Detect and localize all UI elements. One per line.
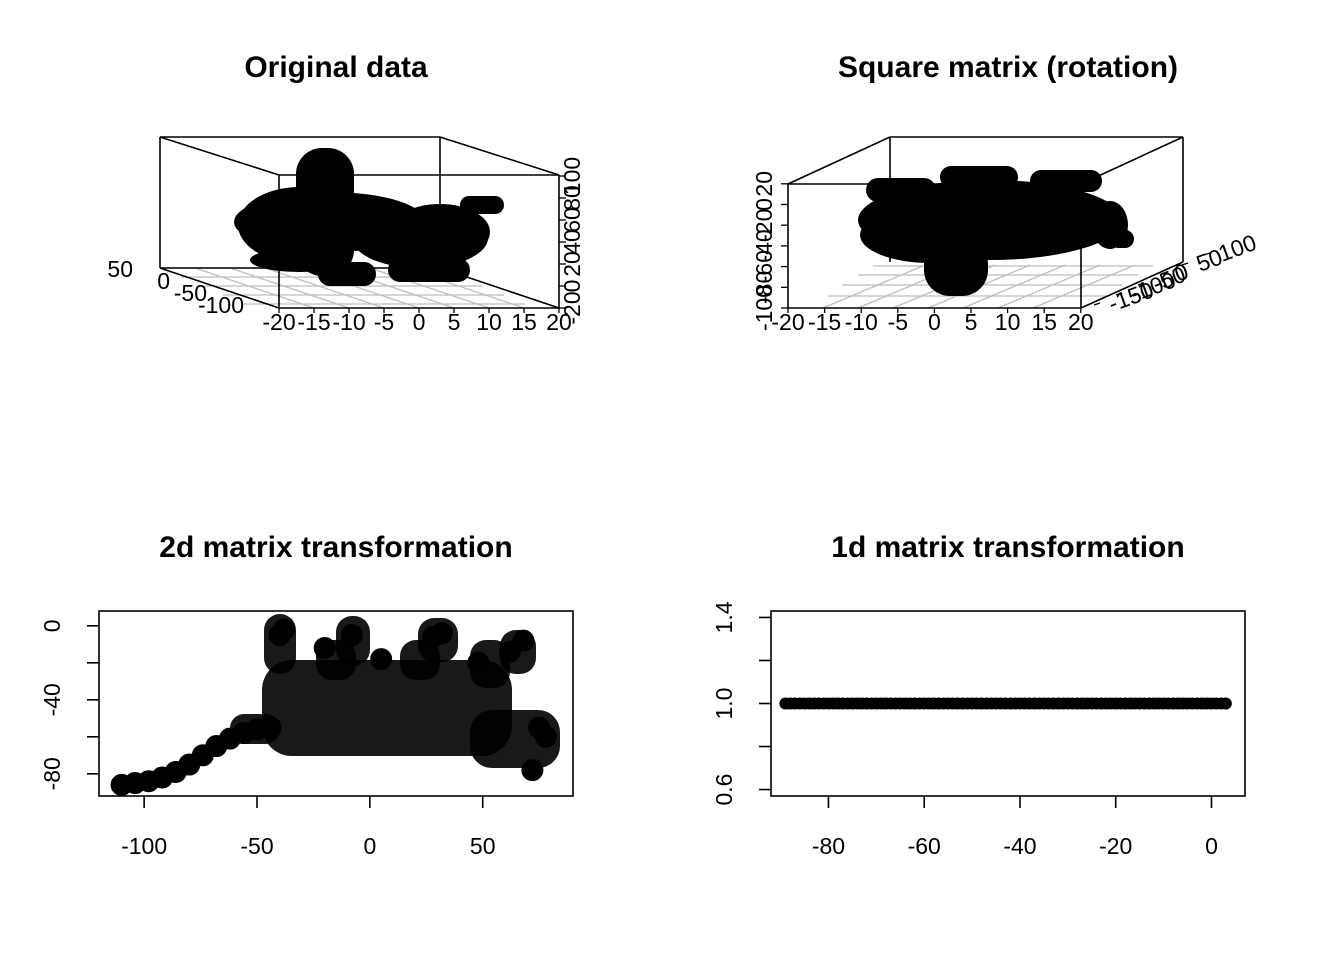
panel1-title: Original data bbox=[244, 51, 428, 84]
panel2-floor-grid bbox=[822, 264, 1153, 309]
panel3-point bbox=[370, 648, 393, 671]
panel3-point bbox=[259, 716, 282, 739]
panel3-x-ticks: -100 -50 0 50 bbox=[121, 796, 496, 859]
panel4-y-ticks: 0.6 1.0 1.4 bbox=[711, 601, 771, 806]
panel1-y-tick-label: 0 bbox=[157, 268, 170, 294]
panel3-x-tick-label: -50 bbox=[240, 833, 273, 859]
panel4-y-tick-label: 1.4 bbox=[711, 601, 737, 633]
panel1-x-tick-label: -5 bbox=[374, 309, 394, 335]
panel3-title: 2d matrix transformation bbox=[159, 531, 512, 564]
panel1-point-cloud bbox=[234, 148, 504, 286]
panel1-y-ticks: -100-500 50 bbox=[107, 256, 244, 318]
panel4-x-tick-label: -40 bbox=[1003, 833, 1036, 859]
panel1-x-tick-label: 15 bbox=[511, 309, 537, 335]
panel4-title: 1d matrix transformation bbox=[831, 531, 1184, 564]
panel2-title: Square matrix (rotation) bbox=[838, 51, 1178, 84]
panel1-x-tick-label: -20 bbox=[262, 309, 295, 335]
panel2-z-tick-label: -80 bbox=[751, 271, 777, 304]
panel-1d-transformation: 1d matrix transformation -80 -60 -40 -20 0 0… bbox=[711, 531, 1246, 859]
panel2-x-tick-label: 5 bbox=[965, 309, 978, 335]
panel1-x-ticks: -20 -15 -10 -5 0 5 10 15 20 bbox=[262, 308, 572, 335]
panel3-point bbox=[467, 651, 490, 674]
panel1-x-tick-label: 5 bbox=[448, 309, 461, 335]
panel1-z-tick-label: 40 bbox=[559, 229, 585, 255]
panel4-y-tick-label: 1.0 bbox=[711, 688, 737, 720]
panel3-point bbox=[512, 629, 535, 652]
panel3-point bbox=[273, 618, 296, 641]
panel-square-matrix: Square matrix (rotation) bbox=[751, 51, 1260, 335]
panel3-y-tick-label: -80 bbox=[39, 757, 65, 790]
panel1-x-tick-label: 0 bbox=[413, 309, 426, 335]
panel2-x-tick-label: -20 bbox=[771, 309, 804, 335]
panel1-z-tick-label: 100 bbox=[559, 157, 585, 195]
panel3-x-tick-label: -100 bbox=[121, 833, 167, 859]
panel2-y-tick-mark bbox=[1203, 252, 1211, 256]
panel3-x-tick-label: 0 bbox=[363, 833, 376, 859]
panel3-point bbox=[521, 759, 544, 782]
panel1-z-tick-label: 20 bbox=[559, 251, 585, 277]
panel3-point bbox=[313, 637, 336, 659]
panel2-x-tick-label: 20 bbox=[1068, 309, 1094, 335]
panel3-point bbox=[431, 622, 454, 645]
panel3-y-tick-label: 0 bbox=[39, 619, 65, 632]
panel2-z-tick-label: -20 bbox=[751, 209, 777, 242]
panel3-points bbox=[110, 618, 557, 796]
panel2-y-tick-mark bbox=[1159, 272, 1167, 276]
panel2-x-tick-label: 15 bbox=[1031, 309, 1057, 335]
panel2-y-tick-label: 100 bbox=[1215, 229, 1260, 267]
panel1-z-tick-label: 0 bbox=[559, 280, 585, 293]
panel1-x-tick-label: 20 bbox=[546, 309, 572, 335]
panel1-x-tick-label: 10 bbox=[476, 309, 502, 335]
panel4-x-tick-label: -80 bbox=[812, 833, 845, 859]
panel3-point bbox=[340, 624, 363, 647]
panel3-x-tick-label: 50 bbox=[470, 833, 496, 859]
panel2-x-tick-label: -10 bbox=[845, 309, 878, 335]
panel3-plot-frame bbox=[98, 610, 574, 797]
panel4-x-tick-label: -60 bbox=[908, 833, 941, 859]
panel2-point-cloud bbox=[858, 166, 1134, 296]
panel2-z-tick-label: -100 bbox=[751, 285, 777, 331]
panel1-y-tick-label: -100 bbox=[198, 292, 244, 318]
panel1-y-tick-label: -50 bbox=[174, 280, 207, 306]
panel1-z-tick-label: 80 bbox=[559, 185, 585, 211]
panel2-z-tick-label: 20 bbox=[751, 171, 777, 197]
panel4-x-tick-label: -20 bbox=[1099, 833, 1132, 859]
panel-original-data: Original data bbox=[107, 51, 585, 335]
panel2-z-tick-label: -40 bbox=[751, 229, 777, 262]
panel1-y-tick-label: 50 bbox=[107, 256, 133, 282]
panel4-point bbox=[1219, 697, 1232, 710]
panel2-y-tick-mark bbox=[1181, 262, 1189, 266]
panel2-x-ticks: -20 -15 -10 -5 0 5 10 15 20 bbox=[771, 308, 1094, 335]
panel2-x-tick-label: 0 bbox=[928, 309, 941, 335]
panel2-x-tick-label: -5 bbox=[888, 309, 908, 335]
panel1-z-tick-label: 60 bbox=[559, 207, 585, 233]
panel4-points bbox=[779, 697, 1232, 710]
panel3-y-tick-label: -40 bbox=[39, 683, 65, 716]
panel2-z-tick-label: -60 bbox=[751, 250, 777, 283]
panel4-y-tick-label: 0.6 bbox=[711, 774, 737, 806]
panel3-y-ticks: 0 -40 -80 bbox=[39, 619, 99, 790]
panel1-z-tick-label: -20 bbox=[559, 291, 585, 324]
panel1-x-tick-label: -10 bbox=[332, 309, 365, 335]
panel2-y-tick-mark bbox=[1115, 292, 1123, 296]
panel2-z-tick-label: 0 bbox=[751, 198, 777, 211]
panel3-point bbox=[534, 725, 557, 748]
panel2-y-tick-mark bbox=[1137, 282, 1145, 286]
panel2-y-tick-mark bbox=[1093, 302, 1101, 306]
panel2-x-tick-label: 10 bbox=[995, 309, 1021, 335]
panel2-x-tick-label: -15 bbox=[808, 309, 841, 335]
panel4-x-tick-label: 0 bbox=[1205, 833, 1218, 859]
panel1-x-tick-label: -15 bbox=[297, 309, 330, 335]
panel-2d-transformation: 2d matrix transformation -100 -50 0 50 0 -40… bbox=[39, 531, 574, 859]
panel4-x-ticks: -80 -60 -40 -20 0 bbox=[812, 796, 1218, 859]
